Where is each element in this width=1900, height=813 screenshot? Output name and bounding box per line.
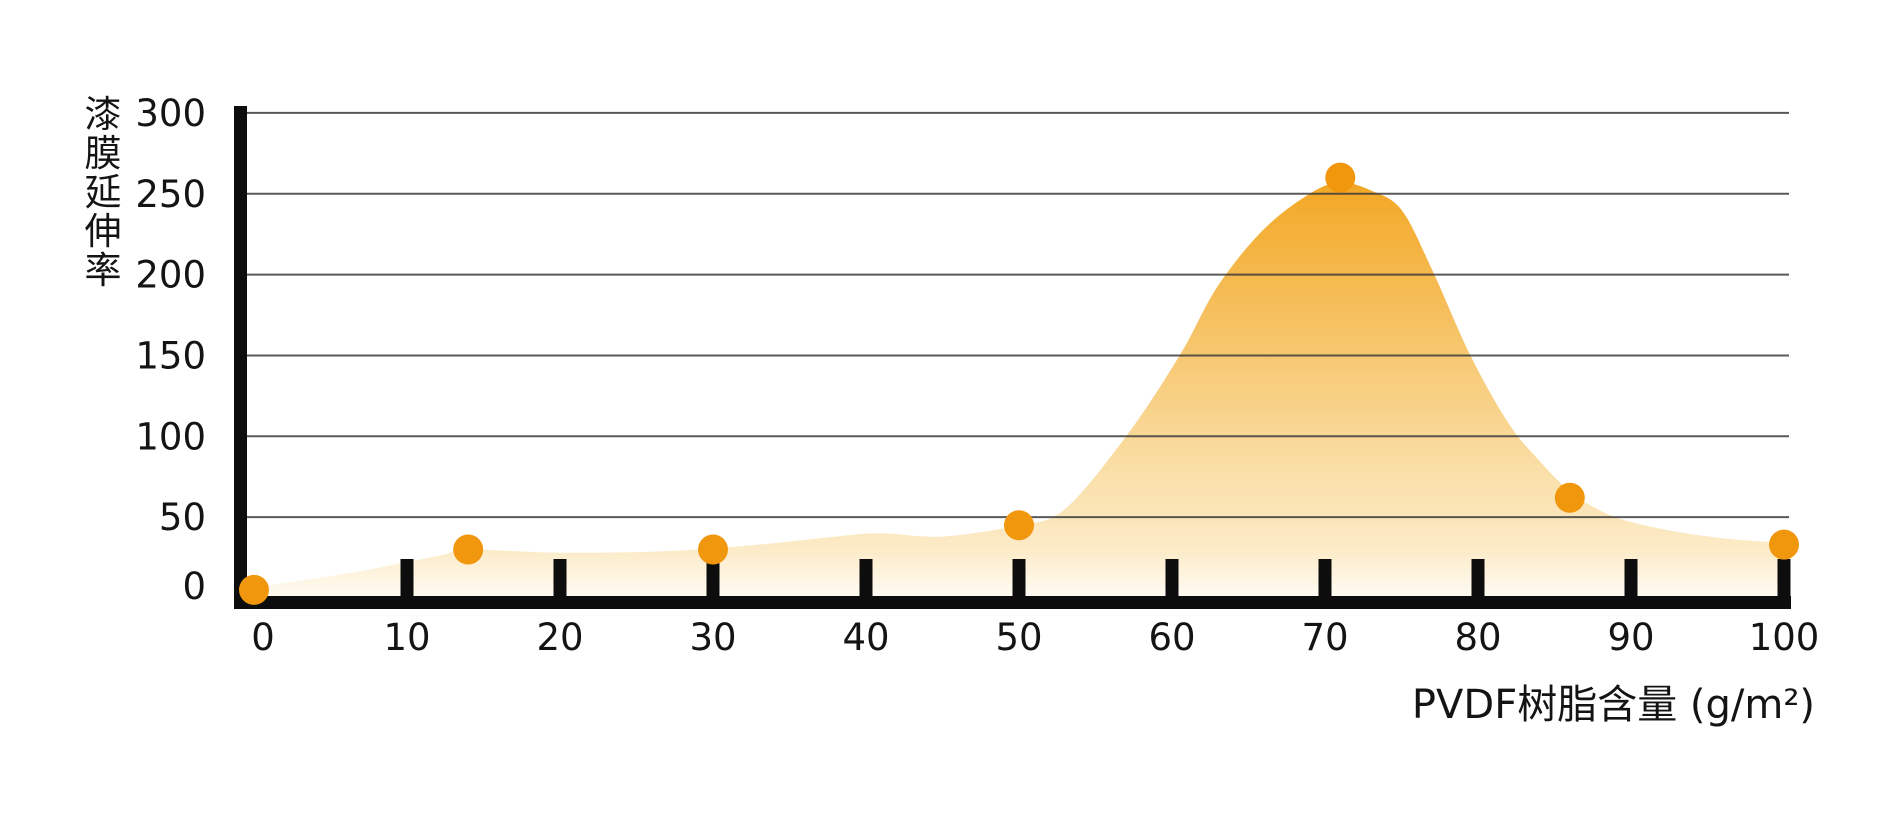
x-tick-mark-20 — [553, 559, 567, 596]
x-tick-mark-80 — [1471, 559, 1485, 596]
y-tick-label-300: 300 — [135, 92, 206, 135]
y-axis-title-char-4: 率 — [85, 249, 122, 292]
x-axis-line — [234, 596, 1791, 609]
y-tick-labels: 0 50 100 150 200 250 300 — [135, 92, 206, 608]
y-tick-label-200: 200 — [135, 254, 206, 297]
area-fill — [247, 182, 1784, 602]
x-tick-label-0: 0 — [251, 616, 275, 659]
y-tick-label-150: 150 — [135, 334, 206, 377]
x-tick-mark-10 — [400, 559, 414, 596]
data-point-x50 — [1004, 510, 1034, 541]
y-axis-title-char-2: 延 — [85, 171, 122, 214]
y-axis-title-char-0: 漆 — [85, 93, 122, 136]
data-point-x86 — [1554, 482, 1585, 513]
data-points — [239, 162, 1799, 605]
data-point-x30 — [698, 534, 728, 565]
x-tick-mark-40 — [859, 559, 873, 596]
x-tick-label-100: 100 — [1749, 616, 1820, 659]
x-tick-mark-90 — [1624, 559, 1638, 596]
x-tick-label-70: 70 — [1301, 616, 1348, 659]
x-tick-marks — [400, 559, 1791, 596]
x-tick-label-10: 10 — [383, 616, 430, 659]
x-tick-mark-100 — [1777, 559, 1791, 596]
y-axis-title-char-1: 膜 — [85, 132, 122, 175]
data-point-x14 — [453, 534, 484, 565]
x-tick-labels: 0 10 20 30 40 50 60 70 80 90 100 — [251, 616, 1819, 659]
x-tick-label-20: 20 — [536, 616, 583, 659]
x-tick-label-50: 50 — [995, 616, 1042, 659]
y-axis-line — [234, 106, 247, 609]
x-tick-label-40: 40 — [842, 616, 889, 659]
x-tick-label-60: 60 — [1148, 616, 1195, 659]
area-fill-layer — [247, 182, 1784, 602]
x-tick-label-80: 80 — [1454, 616, 1501, 659]
x-tick-mark-60 — [1165, 559, 1179, 596]
x-tick-label-90: 90 — [1607, 616, 1654, 659]
y-axis-title-char-3: 伸 — [85, 210, 122, 253]
x-tick-label-30: 30 — [689, 616, 736, 659]
data-point-x0 — [239, 574, 269, 605]
y-tick-label-250: 250 — [135, 173, 206, 216]
y-tick-label-0: 0 — [182, 565, 206, 608]
axes — [234, 106, 1791, 609]
y-tick-label-100: 100 — [135, 415, 206, 458]
x-tick-mark-50 — [1012, 559, 1026, 596]
gridlines — [247, 111, 1789, 519]
y-tick-label-50: 50 — [159, 496, 206, 539]
data-point-x100 — [1769, 529, 1799, 560]
x-tick-mark-30 — [706, 559, 720, 596]
x-tick-mark-70 — [1318, 559, 1332, 596]
x-axis-title: PVDF树脂含量 (g/m²) — [1412, 682, 1815, 728]
data-point-x71 — [1325, 162, 1356, 193]
